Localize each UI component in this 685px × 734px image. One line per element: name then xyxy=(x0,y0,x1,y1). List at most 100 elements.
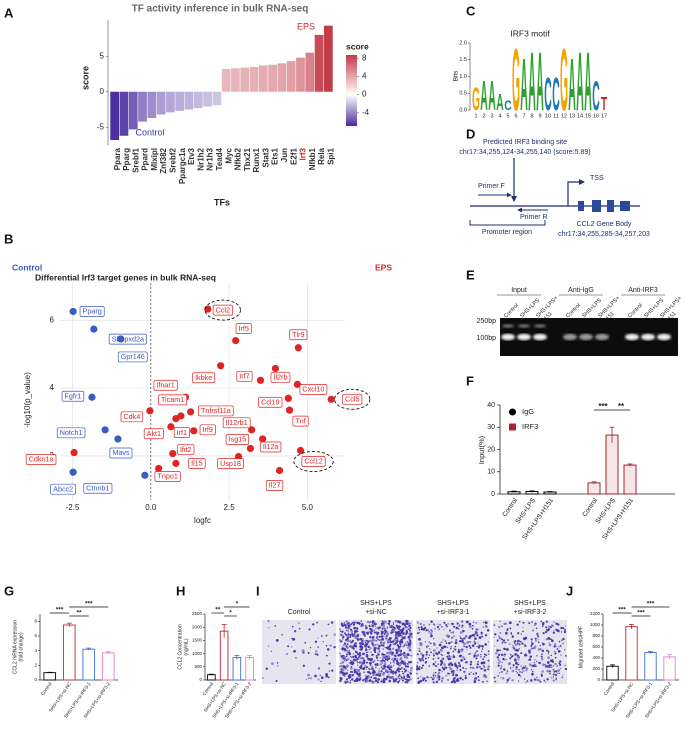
cell xyxy=(445,675,447,677)
cell xyxy=(417,632,419,635)
logo-letter: C xyxy=(592,73,599,120)
cell xyxy=(481,648,484,650)
cell xyxy=(424,660,428,664)
cell xyxy=(374,625,377,628)
cell xyxy=(514,642,516,644)
cell xyxy=(320,635,323,637)
cell xyxy=(402,632,405,635)
label-box xyxy=(25,454,57,465)
cell xyxy=(545,626,548,629)
cell xyxy=(462,629,465,633)
cell xyxy=(362,667,365,671)
cell xyxy=(356,672,360,676)
cell xyxy=(542,663,545,667)
cell xyxy=(450,672,453,675)
cell xyxy=(450,656,452,658)
cell xyxy=(558,672,560,674)
cell xyxy=(563,630,567,634)
legend-label: IgG xyxy=(522,407,534,416)
cell xyxy=(307,673,310,677)
cell xyxy=(342,656,345,658)
cell xyxy=(550,654,553,657)
cell xyxy=(419,622,422,626)
cell xyxy=(522,621,525,624)
cell xyxy=(340,662,342,664)
cell xyxy=(292,637,296,641)
label-box xyxy=(56,427,86,439)
cell xyxy=(305,678,308,681)
cell xyxy=(453,625,456,628)
cell xyxy=(320,676,324,680)
cell xyxy=(345,623,348,627)
cell xyxy=(343,623,347,627)
cell xyxy=(519,675,522,678)
cell xyxy=(437,657,440,660)
cell xyxy=(442,657,445,660)
cell xyxy=(524,678,526,680)
cell xyxy=(564,664,566,667)
cell xyxy=(430,634,433,638)
x-tick-label: Nfkb1 xyxy=(308,147,317,170)
cell xyxy=(339,652,341,654)
cell xyxy=(353,622,356,624)
bar xyxy=(212,91,222,106)
y-tick-label: 200 xyxy=(592,666,600,671)
cell xyxy=(428,665,431,667)
cell xyxy=(447,672,450,675)
cell xyxy=(467,645,469,648)
cell xyxy=(409,634,412,637)
cell xyxy=(503,622,506,625)
cell xyxy=(425,629,428,632)
cell xyxy=(511,669,515,673)
cell xyxy=(395,648,398,651)
label-box xyxy=(270,372,291,383)
cell xyxy=(457,650,461,654)
cell xyxy=(346,620,348,623)
cell xyxy=(351,673,354,677)
cell xyxy=(528,651,531,654)
cell xyxy=(458,640,462,643)
x-tick-label: Runx1 xyxy=(252,147,261,172)
cell xyxy=(343,643,346,647)
cell xyxy=(497,657,500,660)
cell xyxy=(500,670,504,674)
cell xyxy=(371,642,374,645)
cell xyxy=(548,625,552,628)
cell xyxy=(547,652,550,654)
cell xyxy=(352,623,356,626)
cell xyxy=(474,652,476,654)
cell xyxy=(475,628,478,631)
cell xyxy=(376,627,378,629)
cell xyxy=(396,662,399,665)
cell xyxy=(432,638,435,640)
cell xyxy=(366,620,370,624)
cell xyxy=(487,659,490,662)
logo-letter: G xyxy=(560,31,568,129)
cell xyxy=(522,630,524,633)
cell xyxy=(480,653,482,656)
label-box xyxy=(177,444,195,455)
cell xyxy=(349,676,352,679)
cell xyxy=(340,634,343,636)
cell xyxy=(399,659,401,661)
cell xyxy=(401,640,403,643)
cell xyxy=(389,652,392,655)
logo-letter: A xyxy=(536,34,543,128)
x-tick-label: 5.0 xyxy=(302,503,314,512)
bar xyxy=(231,68,240,92)
cell xyxy=(503,668,506,671)
cell xyxy=(348,649,351,652)
cell xyxy=(506,670,509,672)
cell xyxy=(381,656,385,660)
cell xyxy=(446,651,450,655)
cell xyxy=(377,659,379,662)
cell xyxy=(531,672,534,676)
cell xyxy=(345,659,348,662)
logo-letter: A xyxy=(480,73,487,120)
cell xyxy=(518,668,520,671)
x-tick-label: Ets1 xyxy=(271,147,280,164)
cell xyxy=(400,676,404,679)
cell xyxy=(407,635,411,639)
cell xyxy=(509,667,512,669)
image-caption: SHS+LPS xyxy=(437,600,469,607)
